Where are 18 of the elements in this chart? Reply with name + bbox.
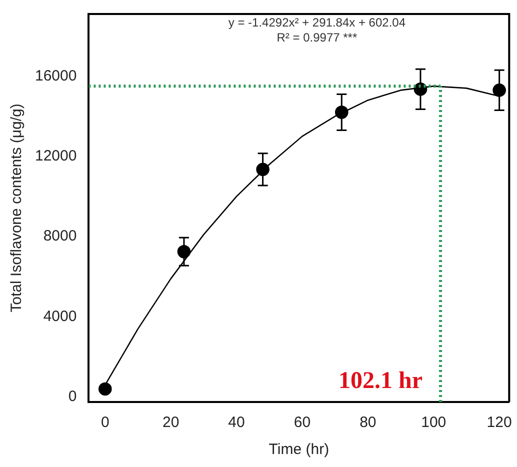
x-tick-label: 120 <box>486 414 512 432</box>
x-tick-label: 20 <box>162 414 180 432</box>
point <box>98 382 112 396</box>
y-tick-label: 0 <box>68 388 77 406</box>
y-tick-label: 16000 <box>34 67 77 84</box>
annotation: y = -1.4292x² + 291.84x + 602.04 <box>228 15 406 30</box>
x-tick-label: 0 <box>100 414 110 432</box>
ref-line-label: 102.1 hr <box>338 368 423 394</box>
x-tick-label: 60 <box>294 414 311 432</box>
x-tick-label: 100 <box>421 414 446 432</box>
x-tick-label: 80 <box>360 414 376 432</box>
x-tick-label: 40 <box>228 414 245 432</box>
y-tick-label: 4000 <box>43 308 77 325</box>
y-tick-label: 8000 <box>43 228 77 245</box>
x-axis-title: Time (hr) <box>268 441 330 458</box>
y-axis-title: Total Isoflavone contents (μg/g) <box>8 104 26 312</box>
annotation: R² = 0.9977 *** <box>276 30 358 44</box>
y-tick-label: 12000 <box>34 148 77 165</box>
